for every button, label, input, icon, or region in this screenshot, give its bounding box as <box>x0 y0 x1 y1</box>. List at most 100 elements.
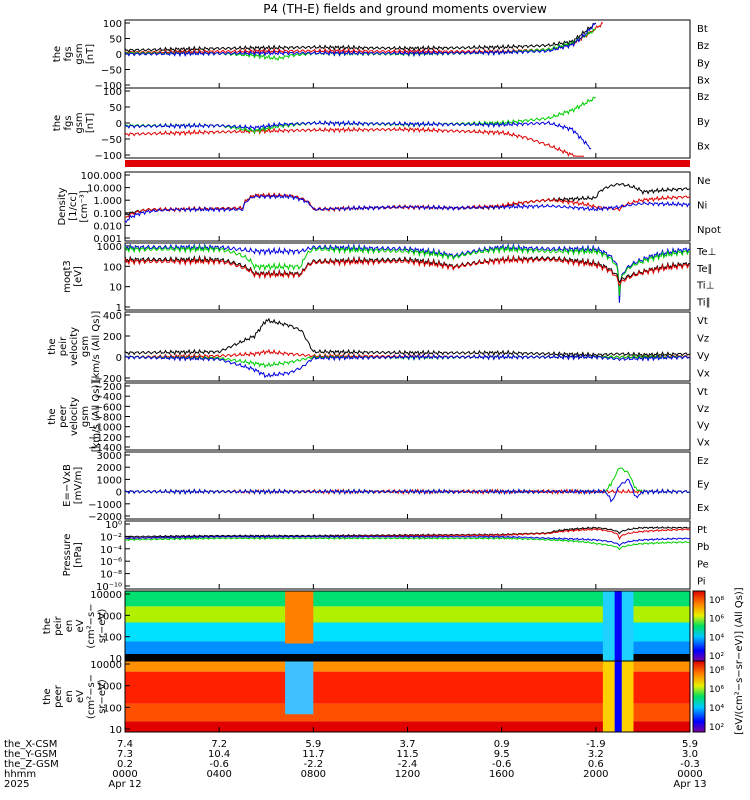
x-row-label: the_Y-GSM <box>4 749 57 760</box>
y-tick-label: 1000 <box>97 611 122 622</box>
y-tick-label: −100 <box>95 151 122 162</box>
x-tick-label: 5.9 <box>305 739 321 750</box>
series-Ne <box>124 192 691 218</box>
legend-entry-Ex: Ex <box>697 503 709 514</box>
y-tick-label: 10 <box>109 654 122 665</box>
series-Vt <box>124 317 691 359</box>
colorbar <box>692 590 706 662</box>
y-axis-label: [cm⁻³] <box>79 190 90 222</box>
legend-entry-Vx: Vx <box>697 438 710 449</box>
x-row-label: the_X-CSM <box>4 739 57 750</box>
spectrogram-feature <box>614 661 622 732</box>
y-axis-label: peer <box>58 404 69 428</box>
series-Pt <box>124 526 691 539</box>
legend-entry-By: By <box>697 117 710 128</box>
legend-entry-Te⊥: Te⊥ <box>696 247 716 258</box>
series-Bx <box>124 22 597 58</box>
y-tick-label: 50 <box>109 103 122 114</box>
x-tick-label: 7.4 <box>117 739 133 750</box>
x-tick-label: 11.7 <box>302 749 324 760</box>
panel-frame <box>124 87 691 159</box>
x-tick-label: 3.0 <box>682 749 698 760</box>
y-axis-label: the <box>42 688 53 704</box>
legend-entry-Ez: Ez <box>697 456 709 467</box>
legend-entry-Vz: Vz <box>697 333 709 344</box>
y-tick-label: −100 <box>95 81 122 92</box>
y-axis-label: the <box>47 338 58 354</box>
spectrogram-band <box>125 703 690 722</box>
legend-entry-Npot: Npot <box>697 225 721 236</box>
y-axis-label: peer <box>53 684 64 708</box>
y-tick-label: 10⁻² <box>100 532 122 543</box>
y-axis-label: the <box>42 618 53 634</box>
legend-entry-Ni: Ni <box>697 200 707 211</box>
legend-entry-Bx: Bx <box>697 75 710 86</box>
legend-entry-Pb: Pb <box>697 542 709 553</box>
series-Ti∥ <box>124 244 690 296</box>
legend-entry-Te∥: Te∥ <box>696 264 713 275</box>
x-tick-label: -2.4 <box>398 759 418 770</box>
spectrogram-feature <box>285 591 314 644</box>
x-tick-label: Apr 13 <box>673 779 706 790</box>
y-axis-label: the <box>52 46 63 62</box>
y-tick-label: −800 <box>95 413 122 424</box>
x-tick-label: 0800 <box>301 769 326 780</box>
spectrogram-band <box>125 721 690 732</box>
x-tick-label: 0.9 <box>494 739 510 750</box>
panel-frame <box>124 451 691 520</box>
y-axis-label: Pressure <box>62 534 73 577</box>
spectrogram-feature <box>614 591 622 661</box>
x-tick-label: Apr 12 <box>108 779 141 790</box>
x-tick-label: 0400 <box>206 769 231 780</box>
y-tick-label: −2000 <box>88 512 122 523</box>
series-Bx <box>124 119 592 150</box>
y-tick-label: 0 <box>116 50 122 61</box>
x-row-label: the_Z-GSM <box>4 759 59 770</box>
colorbar-tick-label: 10⁴ <box>709 633 724 643</box>
y-tick-label: 10⁻⁴ <box>100 545 122 556</box>
series-By <box>124 28 597 61</box>
y-tick-label: 1.000 <box>93 196 122 207</box>
y-axis-label: velocity <box>69 397 80 436</box>
y-tick-label: 100.000 <box>81 171 122 182</box>
y-axis-label: [km/s (All Qs)] <box>91 381 102 453</box>
y-tick-label: 0.100 <box>93 209 122 220</box>
legend-entry-Vz: Vz <box>697 404 709 415</box>
y-tick-label: 10⁻¹⁰ <box>96 582 122 593</box>
y-tick-label: 10⁻⁸ <box>100 570 122 581</box>
y-tick-label: −600 <box>95 402 122 413</box>
y-tick-label: −200 <box>95 374 122 385</box>
spectrogram-band <box>125 622 690 642</box>
colorbar-tick-label: 10² <box>709 723 724 733</box>
x-tick-label: -0.6 <box>209 759 229 770</box>
panel-frame <box>124 520 691 590</box>
y-tick-label: 10⁻⁶ <box>100 557 122 568</box>
y-tick-label: 100 <box>103 633 122 644</box>
x-row-label: hhmm <box>4 769 36 780</box>
legend-entry-Ti∥: Ti∥ <box>696 298 711 309</box>
y-tick-label: 3000 <box>97 451 122 462</box>
y-axis-label: [eV] <box>73 266 84 287</box>
legend-entry-By: By <box>697 58 710 69</box>
x-tick-label: -0.6 <box>492 759 512 770</box>
x-tick-label: 7.3 <box>117 749 133 760</box>
legend-entry-Bt: Bt <box>697 24 708 35</box>
series-Ti⊥ <box>124 243 691 303</box>
y-axis-label: gsm <box>74 43 85 64</box>
x-tick-label: 1600 <box>489 769 514 780</box>
y-tick-label: 100 <box>103 703 122 714</box>
legend-entry-Bz: Bz <box>697 92 709 103</box>
legend-entry-Vt: Vt <box>697 316 708 327</box>
y-axis-label: [1/cc] <box>68 192 79 221</box>
x-tick-label: 1200 <box>395 769 420 780</box>
y-tick-label: 200 <box>103 332 122 343</box>
legend-entry-Ti⊥: Ti⊥ <box>696 281 714 292</box>
y-axis-label: fgs <box>63 115 74 130</box>
y-tick-label: 0 <box>116 488 122 499</box>
y-axis-label: [mV/m] <box>73 467 84 505</box>
y-tick-label: 10000 <box>90 660 122 671</box>
legend-entry-Bz: Bz <box>697 41 709 52</box>
x-tick-label: -2.2 <box>304 759 324 770</box>
y-axis-label: (cm²−s− <box>86 603 97 648</box>
